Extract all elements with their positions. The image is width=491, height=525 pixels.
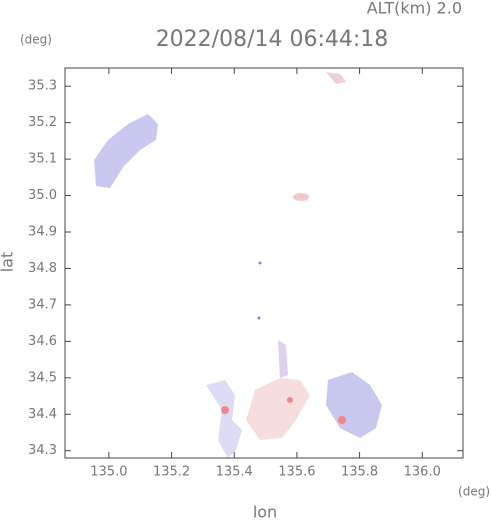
y-axis-label: lat xyxy=(0,252,17,273)
echo-blob xyxy=(94,114,158,188)
y-tick-label: 34.8 xyxy=(28,261,57,276)
x-tick-label: 136.0 xyxy=(404,465,441,480)
echo-blob xyxy=(293,193,309,201)
y-tick-label: 34.6 xyxy=(28,334,57,349)
y-tick-label: 34.3 xyxy=(28,443,57,458)
y-tick-label: 34.7 xyxy=(28,297,57,312)
echo-blob xyxy=(338,416,346,424)
y-tick-label: 35.3 xyxy=(28,79,57,94)
y-tick-label: 34.5 xyxy=(28,370,57,385)
y-tick-label: 34.4 xyxy=(28,407,57,422)
y-tick-label: 35.2 xyxy=(28,115,57,130)
echo-blob xyxy=(246,378,310,440)
echo-field xyxy=(94,72,382,458)
x-tick-label: 135.6 xyxy=(278,465,315,480)
x-tick-label: 135.4 xyxy=(216,465,253,480)
chart-title: 2022/08/14 06:44:18 xyxy=(156,27,389,52)
echo-blob xyxy=(287,397,293,403)
y-tick-label: 35.0 xyxy=(28,188,57,203)
y-unit: (deg) xyxy=(20,33,52,47)
y-tick-label: 35.1 xyxy=(28,152,57,167)
x-axis-label: lon xyxy=(253,503,277,522)
altitude-label: ALT(km) 2.0 xyxy=(367,0,462,18)
x-tick-label: 135.0 xyxy=(90,465,127,480)
echo-blob xyxy=(326,72,346,84)
echo-blob xyxy=(326,372,382,438)
echo-blob xyxy=(206,380,242,458)
echo-blob xyxy=(221,406,229,414)
echo-blob xyxy=(278,340,288,378)
x-tick-label: 135.2 xyxy=(153,465,190,480)
y-tick-label: 34.9 xyxy=(28,225,57,240)
echo-blob xyxy=(258,261,262,265)
x-unit: (deg) xyxy=(458,485,490,499)
plot-frame xyxy=(64,67,464,459)
x-tick-label: 135.8 xyxy=(341,465,378,480)
echo-blob xyxy=(257,316,261,320)
